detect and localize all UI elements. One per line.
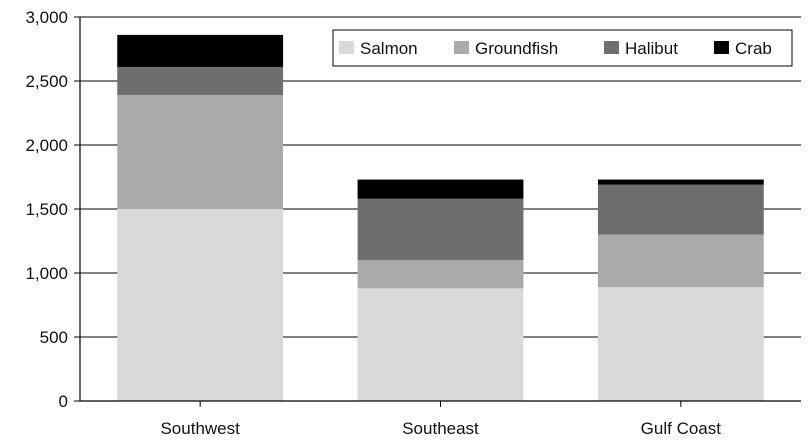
legend-label-groundfish: Groundfish bbox=[475, 39, 558, 58]
bar-salmon-gulf-coast bbox=[597, 287, 764, 401]
y-tick-label: 2,000 bbox=[25, 136, 68, 155]
x-axis-labels: Southwest Southeast Gulf Coast bbox=[160, 401, 721, 438]
bar-halibut-southwest bbox=[117, 66, 284, 96]
bar-crab-southeast bbox=[357, 179, 524, 199]
bar-crab-southwest bbox=[117, 34, 284, 67]
x-tick-label: Gulf Coast bbox=[641, 419, 722, 438]
legend-swatch-halibut bbox=[604, 41, 619, 54]
y-tick-label: 3,000 bbox=[25, 8, 68, 27]
legend-label-crab: Crab bbox=[735, 39, 772, 58]
y-tick-label: 500 bbox=[40, 328, 68, 347]
legend-label-salmon: Salmon bbox=[360, 39, 418, 58]
y-axis-ticks: 0 500 1,000 1,500 2,000 2,500 3,000 bbox=[25, 8, 80, 411]
legend-swatch-groundfish bbox=[454, 41, 469, 54]
bar-groundfish-southwest bbox=[117, 95, 284, 209]
legend-label-halibut: Halibut bbox=[625, 39, 678, 58]
y-tick-label: 1,500 bbox=[25, 200, 68, 219]
y-tick-label: 0 bbox=[59, 392, 68, 411]
legend-items: Salmon Groundfish Halibut Crab bbox=[339, 39, 772, 58]
x-tick-label: Southwest bbox=[160, 419, 240, 438]
bar-halibut-gulf-coast bbox=[597, 184, 764, 235]
legend: Salmon Groundfish Halibut Crab bbox=[332, 29, 793, 67]
bar-halibut-southeast bbox=[357, 198, 524, 261]
y-tick-label: 1,000 bbox=[25, 264, 68, 283]
bars bbox=[117, 34, 764, 401]
legend-swatch-salmon bbox=[339, 41, 354, 54]
y-tick-label: 2,500 bbox=[25, 72, 68, 91]
bar-salmon-southeast bbox=[357, 288, 524, 401]
bar-salmon-southwest bbox=[117, 209, 284, 401]
bar-crab-gulf-coast bbox=[597, 179, 764, 185]
x-tick-label: Southeast bbox=[402, 419, 479, 438]
bar-groundfish-gulf-coast bbox=[597, 234, 764, 288]
bar-groundfish-southeast bbox=[357, 260, 524, 289]
legend-swatch-crab bbox=[714, 41, 729, 54]
